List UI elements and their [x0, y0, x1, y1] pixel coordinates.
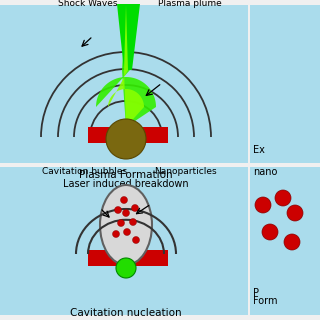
Text: Form: Form — [253, 296, 277, 306]
FancyBboxPatch shape — [0, 167, 22, 315]
Text: Cavitation bubbles: Cavitation bubbles — [43, 167, 128, 176]
Text: Nanoparticles: Nanoparticles — [154, 167, 216, 176]
Ellipse shape — [100, 185, 152, 265]
Circle shape — [132, 236, 140, 244]
Text: Shock Waves: Shock Waves — [58, 0, 118, 8]
FancyBboxPatch shape — [22, 5, 230, 165]
Text: Ex: Ex — [253, 145, 265, 155]
Circle shape — [287, 205, 303, 221]
Polygon shape — [96, 5, 156, 127]
FancyBboxPatch shape — [22, 167, 230, 315]
FancyBboxPatch shape — [88, 250, 168, 266]
FancyBboxPatch shape — [0, 163, 320, 167]
Text: Plasma plume: Plasma plume — [158, 0, 222, 8]
Circle shape — [284, 234, 300, 250]
Text: nano: nano — [253, 167, 277, 177]
Polygon shape — [117, 4, 140, 70]
Circle shape — [113, 230, 119, 237]
Circle shape — [275, 190, 291, 206]
FancyBboxPatch shape — [250, 167, 320, 315]
Text: Laser induced breakdown: Laser induced breakdown — [63, 179, 189, 189]
Circle shape — [121, 196, 127, 204]
Text: Plasma Formation: Plasma Formation — [79, 170, 173, 180]
Circle shape — [116, 258, 136, 278]
Text: P: P — [253, 288, 259, 298]
Circle shape — [262, 224, 278, 240]
FancyBboxPatch shape — [230, 167, 248, 315]
FancyBboxPatch shape — [0, 5, 22, 165]
Circle shape — [117, 220, 124, 227]
Circle shape — [106, 119, 146, 159]
Polygon shape — [108, 5, 144, 127]
Circle shape — [115, 206, 122, 213]
Circle shape — [130, 219, 137, 226]
Circle shape — [132, 204, 139, 212]
Circle shape — [124, 228, 131, 236]
Text: Cavitation nucleation: Cavitation nucleation — [70, 308, 182, 318]
Circle shape — [255, 197, 271, 213]
FancyBboxPatch shape — [230, 5, 248, 165]
FancyBboxPatch shape — [88, 127, 168, 143]
FancyBboxPatch shape — [250, 5, 320, 165]
Circle shape — [123, 210, 130, 217]
